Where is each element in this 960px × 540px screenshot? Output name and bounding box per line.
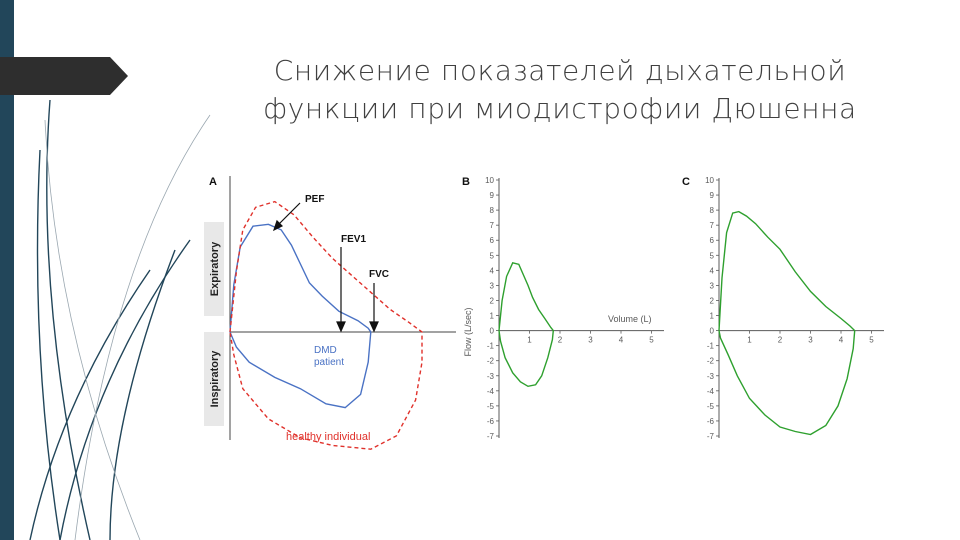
panel-c-y-tick-label: -6 xyxy=(707,417,715,426)
panel-c-x-tick-label: 3 xyxy=(808,336,813,345)
panel-b: B Flow (L/sec) Volume (L) 109876543210-1… xyxy=(462,176,664,441)
panel-b-curve xyxy=(498,261,555,388)
expiratory-label-box xyxy=(204,222,224,316)
healthy-label: healthy individual xyxy=(286,431,370,443)
panel-c-y-tick-label: 8 xyxy=(710,206,715,215)
panel-c-letter: C xyxy=(682,176,690,188)
panel-c-y-tick-label: -7 xyxy=(707,432,715,441)
panel-b-y-tick-label: -6 xyxy=(487,417,495,426)
left-accent-band xyxy=(0,0,14,540)
pef-label: PEF xyxy=(305,194,324,205)
panel-c-y-tick-label: 0 xyxy=(710,327,715,336)
panel-c-y-tick-label: -4 xyxy=(707,387,715,396)
panel-c-y-tick-label: -5 xyxy=(707,402,715,411)
panel-a-letter: A xyxy=(209,176,217,188)
panel-b-x-tick-label: 1 xyxy=(527,336,532,345)
panel-c-y-tick-label: 2 xyxy=(710,296,715,305)
panel-b-flow-volume-loop xyxy=(498,261,555,388)
panel-b-y-tick-label: 8 xyxy=(490,206,495,215)
panel-b-y-tick-label: 9 xyxy=(490,191,495,200)
flow-volume-figure: A Expiratory Inspiratory PEF FEV1 FVC DM… xyxy=(204,172,906,461)
panel-b-y-tick-label: -1 xyxy=(487,342,495,351)
panel-b-y-tick-label: -2 xyxy=(487,357,495,366)
panel-b-y-tick-label: 4 xyxy=(490,266,495,275)
title-marker-arrow xyxy=(0,57,128,95)
series-line-healthy xyxy=(229,200,423,450)
panel-b-y-axis-label: Flow (L/sec) xyxy=(463,307,473,356)
panel-c-y-tick-label: 7 xyxy=(710,221,715,230)
panel-b-y-tick-label: 3 xyxy=(490,281,495,290)
panel-c-curve xyxy=(718,210,856,436)
panel-c-x-tick-label: 5 xyxy=(869,336,874,345)
fev1-arrowhead xyxy=(336,321,346,333)
panel-b-x-tick-label: 4 xyxy=(619,336,624,345)
panel-b-y-tick-label: 7 xyxy=(490,221,495,230)
panel-b-x-tick-label: 5 xyxy=(649,336,654,345)
panel-b-y-tick-label: 2 xyxy=(490,296,495,305)
panel-a: A Expiratory Inspiratory PEF FEV1 FVC DM… xyxy=(204,176,456,450)
panel-c-x-tick-label: 4 xyxy=(839,336,844,345)
fvc-arrowhead xyxy=(369,321,379,333)
panel-b-y-tick-label: 1 xyxy=(490,312,495,321)
panel-b-letter: B xyxy=(462,176,470,188)
panel-a-curves xyxy=(229,200,423,450)
decorative-lines xyxy=(0,57,211,540)
series-line-dmd xyxy=(229,223,372,409)
panel-c-y-tick-label: -2 xyxy=(707,357,715,366)
panel-c-x-tick-label: 1 xyxy=(747,336,752,345)
panel-c-y-tick-label: -3 xyxy=(707,372,715,381)
dmd-label-line-1: DMD xyxy=(314,345,337,356)
panel-b-x-tick-label: 2 xyxy=(558,336,563,345)
panel-b-y-tick-label: 5 xyxy=(490,251,495,260)
slide-title: Снижение показателей дыхательной функции… xyxy=(200,52,920,128)
panel-c-y-tick-label: 9 xyxy=(710,191,715,200)
title-line-1: Снижение показателей дыхательной xyxy=(273,54,847,87)
fvc-label: FVC xyxy=(369,269,389,280)
panel-c-y-tick-label: 1 xyxy=(710,312,715,321)
pef-arrowhead xyxy=(272,219,284,232)
panel-b-y-tick-label: 0 xyxy=(490,327,495,336)
panel-b-y-tick-label: -4 xyxy=(487,387,495,396)
panel-c-y-tick-label: 4 xyxy=(710,266,715,275)
dmd-label-line-2: patient xyxy=(314,357,344,368)
panel-b-y-tick-label: 6 xyxy=(490,236,495,245)
panel-b-x-axis-label: Volume (L) xyxy=(608,314,652,324)
inspiratory-label: Inspiratory xyxy=(209,350,221,408)
panel-c-y-tick-label: 10 xyxy=(705,176,714,185)
panel-b-y-tick-label: 10 xyxy=(485,176,494,185)
panel-b-y-tick-label: -3 xyxy=(487,372,495,381)
fev1-label: FEV1 xyxy=(341,234,366,245)
panel-b-x-tick-label: 3 xyxy=(588,336,593,345)
panel-c-y-tick-label: 5 xyxy=(710,251,715,260)
expiratory-label: Expiratory xyxy=(209,241,221,296)
panel-c-y-tick-label: 3 xyxy=(710,281,715,290)
pef-arrow xyxy=(275,202,301,228)
panel-c-y-tick-label: -1 xyxy=(707,342,715,351)
flow-volume-charts: A Expiratory Inspiratory PEF FEV1 FVC DM… xyxy=(204,176,884,450)
decorative-curves xyxy=(29,99,191,540)
panel-b-y-tick-label: -7 xyxy=(487,432,495,441)
panel-c-y-tick-label: 6 xyxy=(710,236,715,245)
inspiratory-label-box xyxy=(204,332,224,426)
panel-c-flow-volume-loop xyxy=(718,210,856,436)
panel-c-x-tick-label: 2 xyxy=(778,336,783,345)
panel-b-y-tick-label: -5 xyxy=(487,402,495,411)
title-line-2: функции при миодистрофии Дюшенна xyxy=(263,92,857,125)
